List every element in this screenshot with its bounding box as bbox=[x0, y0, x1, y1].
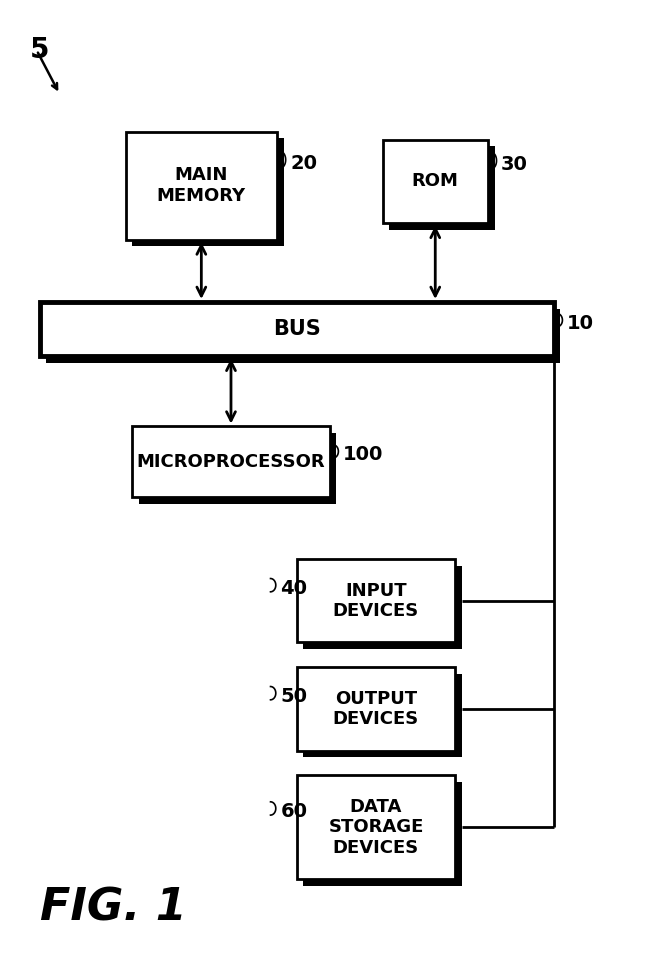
Bar bbox=[382, 140, 487, 223]
Text: ROM: ROM bbox=[411, 172, 458, 190]
Bar bbox=[303, 782, 461, 886]
Bar bbox=[126, 132, 277, 239]
Bar bbox=[303, 674, 461, 757]
Bar bbox=[303, 566, 461, 649]
Text: MICROPROCESSOR: MICROPROCESSOR bbox=[136, 453, 325, 471]
Text: 40: 40 bbox=[280, 579, 307, 598]
Text: 20: 20 bbox=[290, 155, 317, 174]
Bar bbox=[296, 776, 454, 879]
Text: 50: 50 bbox=[280, 687, 307, 706]
Text: OUTPUT
DEVICES: OUTPUT DEVICES bbox=[333, 690, 419, 728]
Text: FIG. 1: FIG. 1 bbox=[40, 886, 186, 929]
Text: 30: 30 bbox=[501, 156, 528, 174]
Text: BUS: BUS bbox=[273, 319, 321, 339]
Bar bbox=[46, 308, 560, 362]
Bar bbox=[132, 138, 284, 246]
Text: 100: 100 bbox=[343, 445, 383, 464]
Text: 60: 60 bbox=[280, 802, 307, 822]
Bar bbox=[132, 427, 329, 497]
Text: MAIN
MEMORY: MAIN MEMORY bbox=[157, 166, 245, 205]
Text: 10: 10 bbox=[566, 314, 593, 333]
Text: 5: 5 bbox=[30, 36, 50, 64]
Text: INPUT
DEVICES: INPUT DEVICES bbox=[333, 581, 419, 621]
Bar bbox=[40, 302, 553, 356]
Bar bbox=[388, 146, 494, 230]
Bar bbox=[138, 433, 336, 504]
Text: DATA
STORAGE
DEVICES: DATA STORAGE DEVICES bbox=[328, 798, 423, 857]
Bar bbox=[296, 559, 454, 643]
Bar bbox=[296, 668, 454, 751]
